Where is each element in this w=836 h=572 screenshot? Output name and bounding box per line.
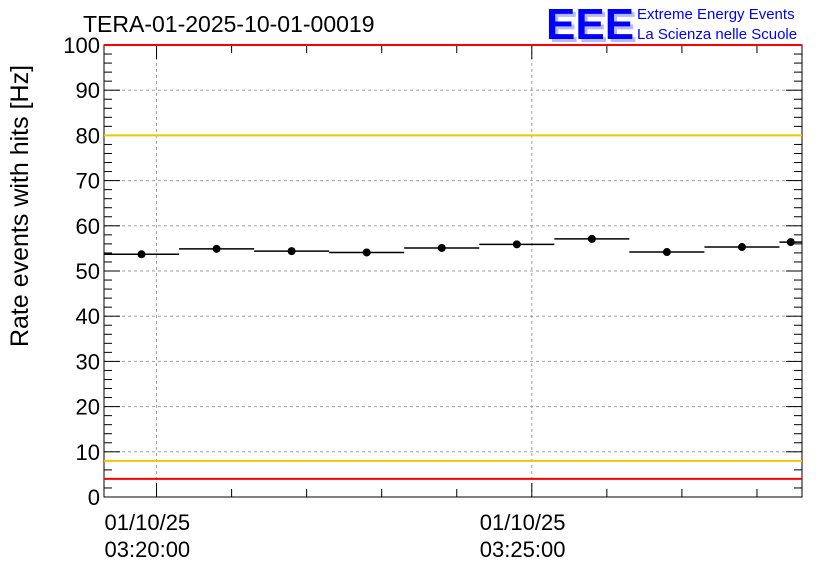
logo-mark: EEE — [546, 0, 634, 49]
data-point — [786, 238, 795, 247]
logo-mark-shadow: EEE — [549, 3, 637, 52]
chart-title: TERA-01-2025-10-01-00019 — [83, 11, 375, 37]
data-point — [362, 248, 371, 257]
plot-area: 010203040506070809010001/10/2503:20:0001… — [63, 33, 803, 562]
data-point — [437, 243, 446, 252]
x-tick-date-label: 01/10/25 — [105, 510, 191, 535]
data-point — [212, 244, 221, 253]
data-point — [287, 247, 296, 256]
x-tick-time-label: 03:25:00 — [480, 537, 566, 562]
y-tick-label: 80 — [76, 123, 100, 148]
data-point — [137, 250, 146, 259]
x-tick-time-label: 03:20:00 — [105, 537, 191, 562]
y-axis-label: Rate events with hits [Hz] — [6, 65, 34, 347]
data-point — [737, 243, 746, 252]
y-tick-label: 20 — [76, 395, 100, 420]
y-tick-label: 100 — [63, 33, 100, 58]
y-tick-label: 60 — [76, 214, 100, 239]
y-tick-label: 0 — [88, 485, 100, 510]
y-tick-label: 30 — [76, 349, 100, 374]
y-tick-label: 10 — [76, 440, 100, 465]
logo-line-1: Extreme Energy Events — [637, 6, 795, 23]
x-tick-date-label: 01/10/25 — [480, 510, 566, 535]
y-tick-label: 40 — [76, 304, 100, 329]
y-tick-label: 50 — [76, 259, 100, 284]
data-point — [512, 240, 521, 249]
eee-logo: EEE EEE Extreme Energy Events La Scienza… — [546, 0, 797, 52]
data-point — [587, 234, 596, 243]
y-tick-label: 90 — [76, 78, 100, 103]
logo-line-2: La Scienza nelle Scuole — [637, 26, 797, 43]
y-tick-label: 70 — [76, 169, 100, 194]
data-point — [662, 248, 671, 257]
